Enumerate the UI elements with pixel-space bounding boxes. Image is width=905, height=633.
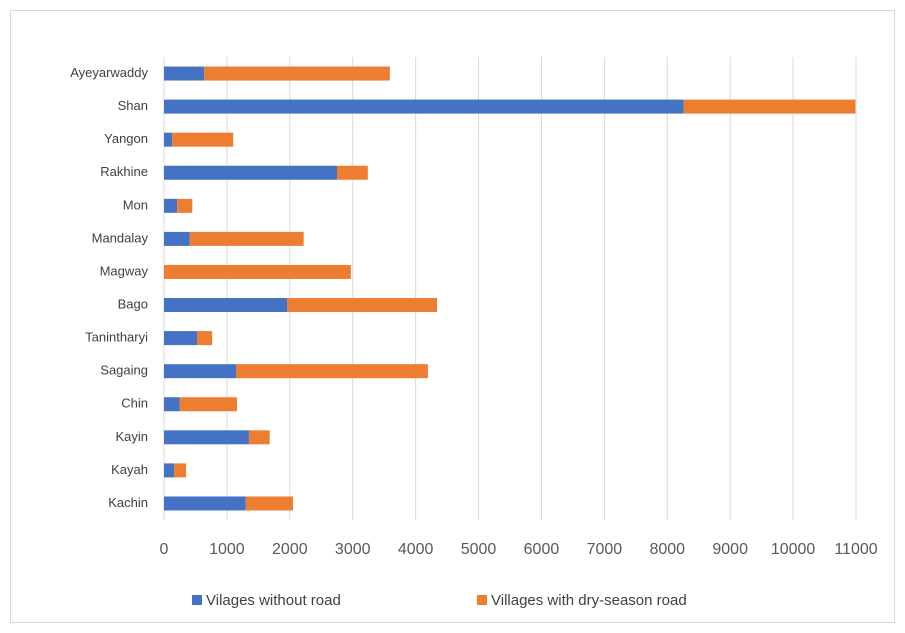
x-tick-label: 3000 [335,541,371,558]
legend-swatch [477,595,487,605]
bar-segment [287,298,438,313]
bar-segment [164,99,684,114]
bar-segment [164,463,175,478]
bar-segment [164,298,288,313]
bar-segment [236,364,428,379]
bar-segment [248,430,270,445]
y-tick-label: Sagaing [100,363,148,378]
x-tick-label: 6000 [524,541,560,558]
bar-segment [174,463,187,478]
bar-segment [164,264,351,279]
y-tick-label: Yangon [104,131,148,146]
y-tick-label: Bago [118,296,148,311]
y-tick-label: Kayah [111,462,148,477]
y-tick-label: Tanintharyi [85,330,148,345]
bar-segment [164,364,237,379]
x-tick-label: 11000 [834,541,877,558]
bar-segment [683,99,856,114]
bar-segment [177,198,193,213]
y-tick-label: Rakhine [100,164,148,179]
bar-segment [164,496,246,511]
x-tick-label: 10000 [771,541,816,558]
y-tick-label: Chin [121,396,148,411]
x-tick-label: 4000 [398,541,434,558]
bar-segment [172,132,234,147]
bar-segment [204,66,390,81]
legend-swatch [192,595,202,605]
y-tick-label: Kachin [108,495,148,510]
bar-segment [164,66,205,81]
bar-segment [164,165,337,180]
bar-segment [164,430,249,445]
x-tick-label: 9000 [712,541,748,558]
bar-segment [189,231,304,246]
x-tick-label: 2000 [272,541,308,558]
legend-label: Vilages without road [206,592,341,609]
bar-segment [197,331,213,346]
x-tick-label: 8000 [649,541,685,558]
x-tick-label: 1000 [209,541,245,558]
y-tick-label: Kayin [115,429,148,444]
bar-segment [337,165,368,180]
bar-segment [164,331,198,346]
y-tick-label: Ayeyarwaddy [70,65,148,80]
bar-segment [164,397,180,412]
y-tick-label: Mon [123,197,148,212]
bar-segment [179,397,237,412]
legend-label: Villages with dry-season road [491,592,687,609]
bar-segment [164,132,173,147]
y-tick-label: Shan [118,98,148,113]
bar-segment [245,496,293,511]
bar-segment [164,198,178,213]
y-tick-label: Mandalay [92,230,149,245]
x-tick-label: 5000 [461,541,497,558]
bar-segment [164,231,190,246]
x-tick-label: 0 [160,541,169,558]
x-tick-label: 7000 [587,541,623,558]
y-tick-label: Magway [100,263,149,278]
